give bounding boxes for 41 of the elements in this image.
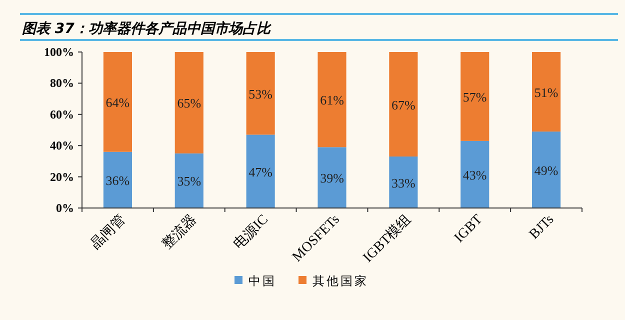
y-tick-label: 20% [50,170,74,184]
legend-label: 其他国家 [312,274,368,288]
bar [389,156,418,208]
bar [389,52,418,157]
bar [460,140,490,208]
data-label: 43% [462,167,487,182]
x-tick-label: 晶闸管 [88,212,129,253]
data-label: 49% [534,162,558,178]
data-label: 57% [462,89,487,104]
data-label: 36% [106,172,130,188]
data-label: 65% [177,96,202,111]
bar [246,134,275,208]
bar [318,52,346,148]
legend-label: 中国 [248,274,276,288]
bar [246,52,275,135]
data-label: 35% [177,174,202,189]
y-tick-label: 60% [50,107,74,122]
data-label: 67% [392,97,416,112]
bar [318,147,346,208]
bar [174,52,204,154]
bar [460,52,490,141]
bar [532,52,561,132]
x-tick-label: 整流器 [158,212,200,253]
data-label: 39% [320,170,344,186]
bar [103,52,132,152]
bar [532,132,561,208]
x-tick-label: BJTs [526,212,558,242]
data-label: 51% [534,84,558,100]
data-label: 47% [248,164,273,180]
y-tick-label: 40% [50,138,74,153]
y-tick-label: 0% [56,201,74,215]
chart-title: 图表 37：功率器件各产品中国市场占比 [22,20,272,37]
data-label: 33% [392,175,416,190]
y-tick-label: 80% [50,76,74,90]
x-tick-label: 电源IC [230,212,272,253]
data-label: 53% [248,86,273,102]
bar [103,152,132,208]
bar [174,153,204,208]
y-tick-label: 100% [44,45,74,59]
data-label: 61% [320,92,344,108]
data-label: 64% [106,94,130,110]
